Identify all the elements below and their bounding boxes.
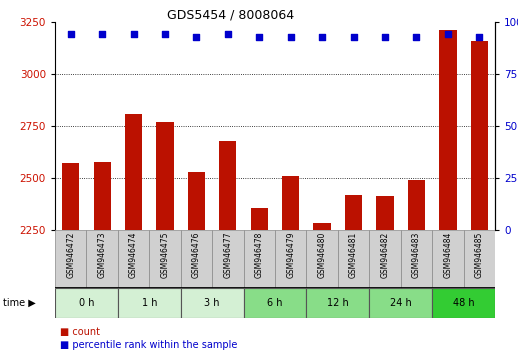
Bar	[212, 230, 243, 288]
Bar	[471, 41, 488, 230]
Text: 6 h: 6 h	[267, 298, 283, 308]
Point	[161, 32, 169, 37]
Text: GSM946485: GSM946485	[475, 232, 484, 278]
Text: 3 h: 3 h	[205, 298, 220, 308]
Text: GSM946474: GSM946474	[129, 232, 138, 278]
Bar	[275, 230, 307, 288]
Point	[98, 32, 106, 37]
Text: GSM946475: GSM946475	[161, 232, 169, 278]
Point	[444, 32, 452, 37]
Bar	[87, 230, 118, 288]
Point	[318, 34, 326, 39]
Bar	[338, 230, 369, 288]
Bar	[251, 208, 268, 230]
Bar	[307, 288, 369, 318]
Bar	[432, 288, 495, 318]
Bar	[181, 230, 212, 288]
Point	[286, 34, 295, 39]
Bar	[243, 288, 307, 318]
Bar	[369, 230, 401, 288]
Text: GSM946484: GSM946484	[443, 232, 452, 278]
Point	[130, 32, 138, 37]
Text: 24 h: 24 h	[390, 298, 412, 308]
Bar	[377, 196, 394, 230]
Bar	[345, 195, 362, 230]
Text: GDS5454 / 8008064: GDS5454 / 8008064	[167, 9, 295, 22]
Text: GSM946481: GSM946481	[349, 232, 358, 278]
Text: 1 h: 1 h	[141, 298, 157, 308]
Bar	[243, 230, 275, 288]
Bar	[125, 114, 142, 230]
Bar	[313, 223, 331, 230]
Bar	[219, 141, 237, 230]
Text: 0 h: 0 h	[79, 298, 94, 308]
Bar	[181, 288, 243, 318]
Bar	[282, 176, 299, 230]
Bar	[408, 180, 425, 230]
Text: ■ count: ■ count	[60, 327, 100, 337]
Point	[224, 32, 232, 37]
Text: GSM946480: GSM946480	[318, 232, 327, 278]
Bar	[118, 230, 149, 288]
Text: 48 h: 48 h	[453, 298, 474, 308]
Bar	[94, 162, 111, 230]
Text: time ▶: time ▶	[3, 298, 35, 308]
Bar	[118, 288, 181, 318]
Bar	[156, 122, 174, 230]
Bar	[149, 230, 181, 288]
Text: ■ percentile rank within the sample: ■ percentile rank within the sample	[60, 339, 238, 349]
Bar	[55, 230, 87, 288]
Text: GSM946476: GSM946476	[192, 232, 201, 278]
Text: GSM946479: GSM946479	[286, 232, 295, 278]
Point	[412, 34, 421, 39]
Bar	[307, 230, 338, 288]
Point	[67, 32, 75, 37]
Point	[475, 34, 483, 39]
Bar	[55, 288, 118, 318]
Text: GSM946472: GSM946472	[66, 232, 75, 278]
Point	[350, 34, 358, 39]
Text: GSM946483: GSM946483	[412, 232, 421, 278]
Point	[381, 34, 389, 39]
Bar	[439, 30, 456, 230]
Point	[255, 34, 264, 39]
Text: GSM946482: GSM946482	[381, 232, 390, 278]
Text: 12 h: 12 h	[327, 298, 349, 308]
Bar	[369, 288, 432, 318]
Bar	[464, 230, 495, 288]
Bar	[188, 172, 205, 230]
Text: GSM946478: GSM946478	[255, 232, 264, 278]
Bar	[62, 164, 79, 230]
Bar	[432, 230, 464, 288]
Bar	[401, 230, 432, 288]
Text: GSM946477: GSM946477	[223, 232, 233, 278]
Point	[192, 34, 200, 39]
Text: GSM946473: GSM946473	[97, 232, 107, 278]
